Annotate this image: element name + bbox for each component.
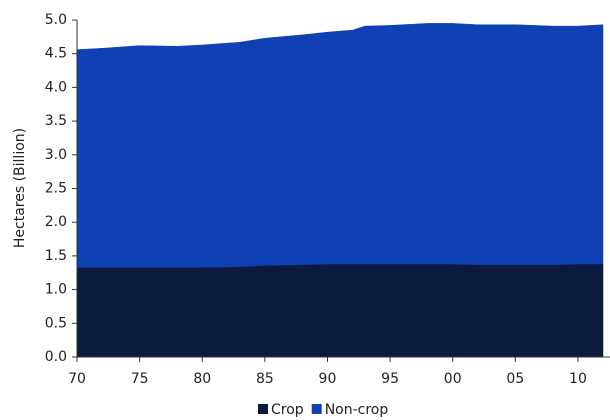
x-tick-label: 85 [256,371,274,387]
y-tick-label: 5.0 [45,12,67,28]
x-tick-label: 10 [569,371,587,387]
legend-label: Non-crop [325,402,389,418]
y-tick-label: 4.0 [45,79,67,95]
y-tick-label: 0.5 [45,315,67,331]
x-tick-label: 90 [319,371,337,387]
x-tick-label: 95 [381,371,399,387]
y-tick-label: 1.0 [45,282,67,298]
y-tick-label: 3.0 [45,147,67,163]
legend-label: Crop [271,402,304,418]
y-tick-label: 2.0 [45,214,67,230]
y-tick-label: 3.5 [45,113,67,129]
x-tick-label: 75 [131,371,149,387]
x-tick-label: 70 [68,371,86,387]
legend-swatch [311,404,322,414]
y-tick-label: 4.5 [45,46,67,62]
y-tick-label: 1.5 [45,248,67,264]
legend-swatch [258,404,268,414]
y-tick-label: 0.0 [45,349,67,365]
area [76,263,604,358]
x-tick-label: 05 [506,371,524,387]
area [76,23,604,268]
x-tick-label: 80 [193,371,211,387]
y-tick-label: 2.5 [45,181,67,197]
x-tick-label: 00 [444,371,462,387]
y-axis-label: Hectares (Billion) [12,128,28,248]
